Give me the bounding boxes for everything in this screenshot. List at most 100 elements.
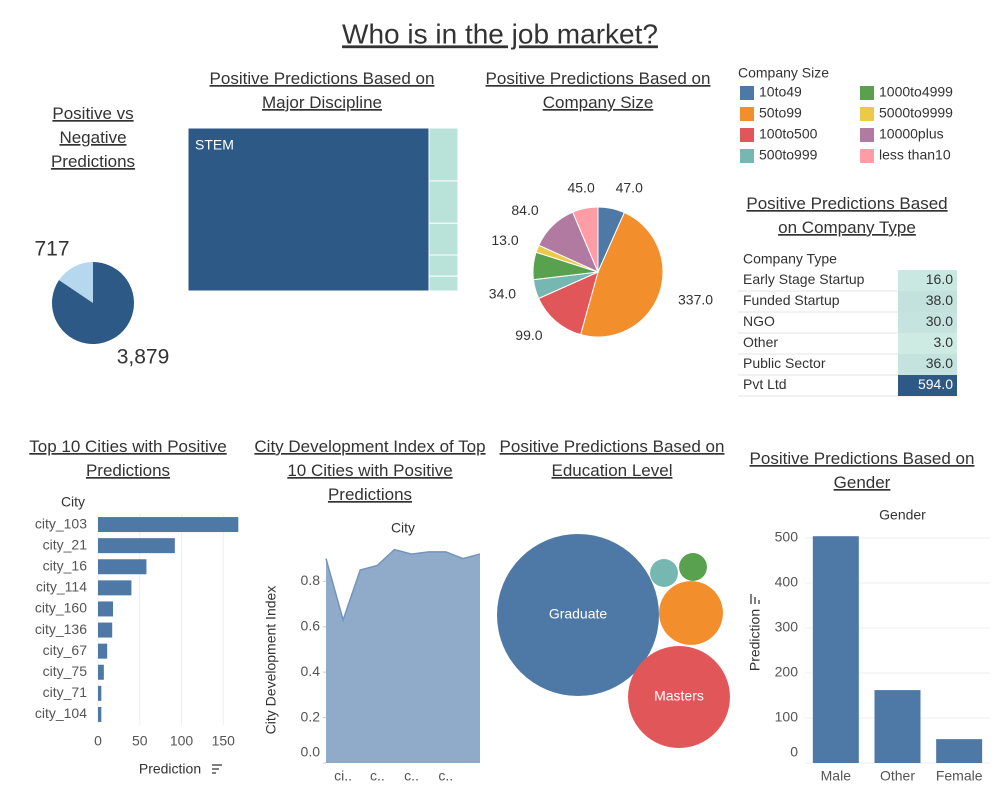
- title-line: Positive vs: [52, 104, 133, 123]
- x-tick-label: 150: [212, 733, 236, 749]
- row-label: NGO: [743, 313, 775, 329]
- bar: [98, 538, 175, 554]
- legend-swatch: [860, 107, 874, 121]
- x-tick-label: c..: [370, 768, 385, 784]
- bubble-label: Masters: [654, 688, 704, 704]
- bar: [98, 601, 114, 617]
- x-tick-label: 0: [94, 733, 102, 749]
- x-tick-label: c..: [404, 768, 419, 784]
- cell-value: 30.0: [926, 313, 953, 329]
- x-tick-label: c..: [438, 768, 453, 784]
- x-tick-label: Female: [936, 768, 983, 784]
- title-line: Positive Predictions Based on: [500, 437, 725, 456]
- legend-label: 10to49: [759, 84, 802, 100]
- row-label: Pvt Ltd: [743, 376, 787, 392]
- row-label: Other: [743, 334, 778, 350]
- title-line: 10 Cities with Positive: [287, 461, 452, 480]
- x-tick-label: 50: [132, 733, 148, 749]
- y-axis-label: City Development Index: [263, 586, 279, 735]
- y-tick-label: city_104: [35, 705, 87, 721]
- data-label: 13.0: [491, 232, 518, 248]
- legend-swatch: [860, 128, 874, 142]
- pie-slice: [52, 262, 135, 345]
- cell-value: 16.0: [926, 271, 953, 287]
- legend-label: 1000to4999: [879, 84, 953, 100]
- pie-slice: [58, 262, 93, 303]
- chart-title: Positive Predictions Based on Company Typ…: [746, 194, 947, 237]
- area-line: [325, 548, 481, 623]
- table-cell: [898, 375, 957, 396]
- y-tick-label: 0.2: [301, 708, 321, 724]
- cell-value: 38.0: [926, 292, 953, 308]
- legend-swatch: [740, 128, 754, 142]
- treemap-cell: [428, 254, 459, 277]
- chart-title: Positive Predictions Based on Gender: [750, 449, 975, 492]
- chart-title: City Development Index of Top 10 Cities w…: [254, 437, 485, 504]
- y-tick-label: city_21: [43, 536, 88, 552]
- y-tick-label: 0.4: [301, 663, 321, 679]
- legend-label: 5000to9999: [879, 105, 953, 121]
- x-tick-label: Male: [821, 768, 852, 784]
- title-line: Positive Predictions Based on: [750, 449, 975, 468]
- bar: [98, 685, 102, 701]
- table-cell: [898, 333, 957, 354]
- y-tick-label: 400: [775, 574, 799, 590]
- bubble: [497, 534, 659, 696]
- chart-title: Positive Predictions Based on Education L…: [500, 437, 725, 480]
- legend-label: less than10: [879, 147, 951, 163]
- y-tick-label: 200: [775, 664, 799, 680]
- data-label: 337.0: [678, 291, 713, 307]
- sort-icon: [212, 764, 222, 774]
- title-line: Positive Predictions Based on: [486, 69, 711, 88]
- chart-title: Positive Predictions Based on Major Disci…: [210, 69, 435, 112]
- y-tick-label: 0.6: [301, 617, 321, 633]
- y-tick-label: 300: [775, 619, 799, 635]
- title-line: Company Size: [543, 93, 654, 112]
- treemap-cell: [428, 275, 459, 292]
- y-tick-label: city_114: [36, 579, 87, 595]
- pie-slice: [579, 211, 664, 338]
- bubble: [628, 646, 730, 748]
- y-tick-label: 0: [790, 744, 798, 760]
- row-label: Early Stage Startup: [743, 271, 865, 287]
- y-tick-label: city_67: [43, 642, 88, 658]
- bar: [98, 580, 132, 596]
- bar: [98, 643, 108, 659]
- legend-swatch: [860, 149, 874, 163]
- title-line: Gender: [834, 473, 891, 492]
- treemap-cell: [428, 127, 459, 182]
- table-cell: [898, 354, 957, 375]
- bar: [812, 536, 859, 763]
- pie-slice: [572, 206, 599, 273]
- treemap-cell: [428, 222, 459, 256]
- area: [326, 549, 480, 763]
- legend-title: Company Size: [738, 65, 829, 81]
- cell-label: STEM: [195, 137, 234, 153]
- cell-value: 3.0: [934, 334, 954, 350]
- bar: [98, 706, 102, 722]
- legend-swatch: [740, 86, 754, 100]
- data-label: 99.0: [515, 327, 542, 343]
- cell-value: 36.0: [926, 355, 953, 371]
- legend-label: 500to999: [759, 147, 818, 163]
- title-line: Predictions: [328, 485, 412, 504]
- bubble: [679, 553, 707, 581]
- y-tick-label: city_160: [35, 600, 87, 616]
- table-cell: [898, 270, 957, 291]
- bar: [98, 517, 239, 533]
- treemap-cell: [187, 127, 430, 292]
- legend-label: 10000plus: [879, 126, 944, 142]
- title-line: on Company Type: [778, 218, 916, 237]
- dashboard-title: Who is in the job market?: [342, 18, 658, 49]
- row-label: Funded Startup: [743, 292, 840, 308]
- pie-slice: [537, 271, 599, 336]
- treemap-cell: [428, 180, 459, 224]
- legend-swatch: [740, 107, 754, 121]
- title-line: Education Level: [552, 461, 673, 480]
- y-tick-label: city_75: [43, 663, 88, 679]
- bubble: [650, 559, 678, 587]
- y-tick-label: city_16: [43, 557, 88, 573]
- data-label: 717: [34, 238, 69, 261]
- data-label: 84.0: [511, 202, 538, 218]
